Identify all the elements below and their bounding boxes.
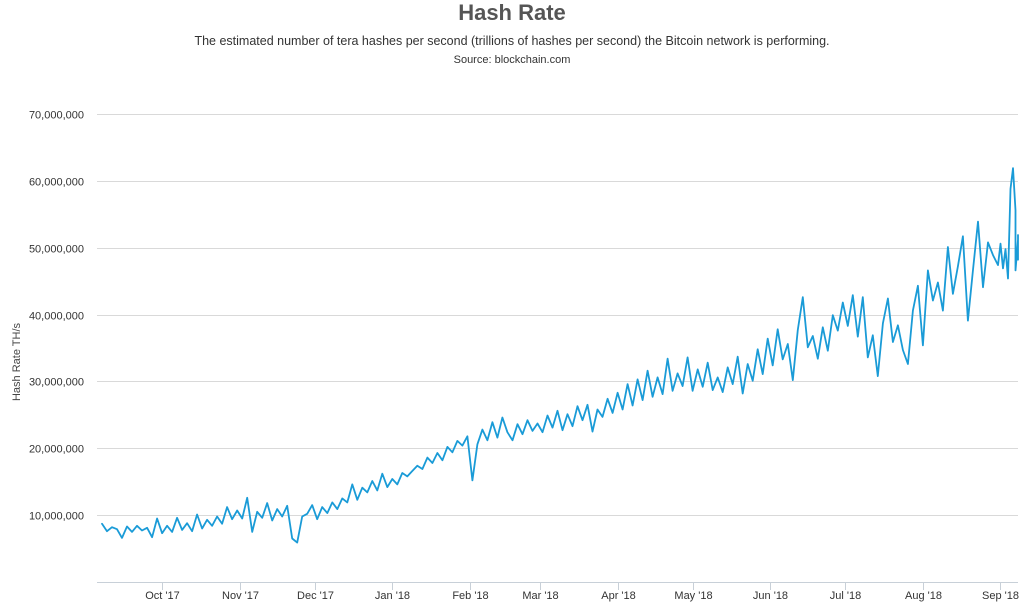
chart-subtitle: The estimated number of tera hashes per … — [194, 34, 830, 48]
y-tick-label: 30,000,000 — [29, 377, 84, 389]
y-tick-label: 20,000,000 — [29, 444, 84, 456]
y-tick-label: 70,000,000 — [29, 110, 84, 122]
x-tick-label: Aug '18 — [905, 590, 942, 602]
x-tick-label: Feb '18 — [452, 590, 488, 602]
x-tick-label: Sep '18 — [982, 590, 1019, 602]
x-tick-label: Jan '18 — [375, 590, 410, 602]
chart-source: Source: blockchain.com — [453, 54, 571, 66]
y-tick-label: 40,000,000 — [29, 311, 84, 323]
x-axis: Oct '17 Nov '17 Dec '17 Jan '18 Feb '18 Mar '… — [97, 582, 1019, 602]
y-tick-label: 10,000,000 — [29, 511, 84, 523]
grid-lines — [97, 114, 1018, 516]
x-tick-label: May '18 — [674, 590, 712, 602]
y-axis-title: Hash Rate TH/s — [11, 322, 23, 401]
y-axis-tick-labels: 10,000,000 20,000,000 30,000,000 40,000,000… — [29, 110, 84, 523]
chart-title: Hash Rate — [458, 0, 566, 25]
x-tick-label: Jul '18 — [830, 590, 861, 602]
series-line-hash-rate — [101, 167, 1019, 544]
y-tick-label: 50,000,000 — [29, 244, 84, 256]
x-tick-label: Oct '17 — [145, 590, 180, 602]
y-tick-label: 60,000,000 — [29, 177, 84, 189]
x-tick-label: Nov '17 — [222, 590, 259, 602]
x-tick-label: Dec '17 — [297, 590, 334, 602]
x-tick-label: Jun '18 — [753, 590, 788, 602]
x-tick-label: Mar '18 — [522, 590, 558, 602]
series-layer — [101, 167, 1019, 544]
x-tick-label: Apr '18 — [601, 590, 636, 602]
